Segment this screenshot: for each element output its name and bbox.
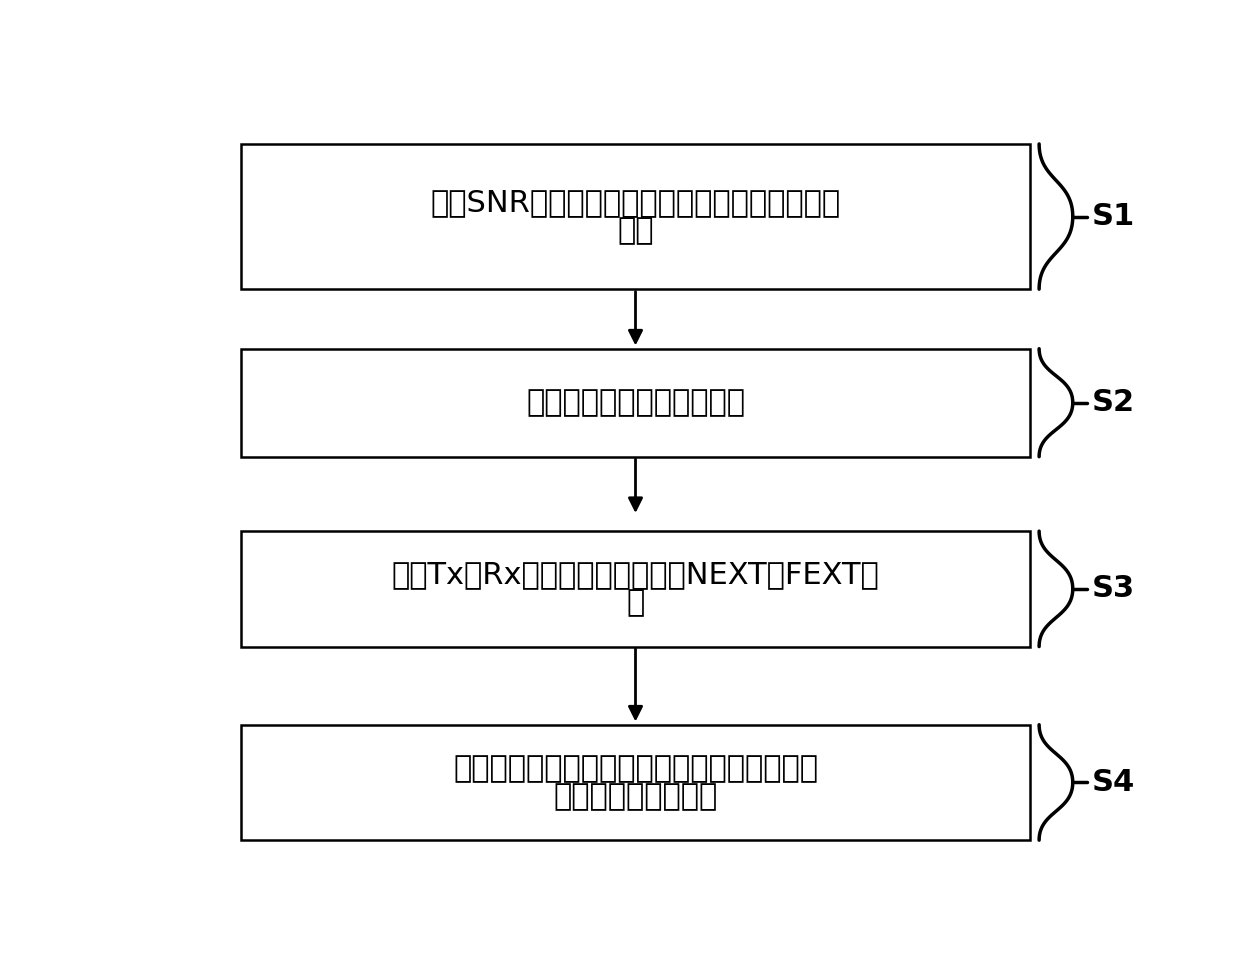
Text: 进行SNR仿真，分离出噪声所包含的串扰成分贡: 进行SNR仿真，分离出噪声所包含的串扰成分贡: [430, 188, 841, 217]
Text: 根据波形信号数值，将不满足信噪比情况的信: 根据波形信号数值，将不满足信噪比情况的信: [453, 754, 818, 783]
FancyBboxPatch shape: [242, 724, 1029, 840]
Text: S4: S4: [1092, 768, 1136, 797]
Text: 形: 形: [626, 589, 645, 618]
Text: S3: S3: [1092, 574, 1135, 603]
Text: S2: S2: [1092, 388, 1135, 417]
FancyBboxPatch shape: [242, 531, 1029, 647]
Text: 设定Tx、Rx参数，信号仿真获得NEXT、FEXT波: 设定Tx、Rx参数，信号仿真获得NEXT、FEXT波: [392, 560, 879, 589]
FancyBboxPatch shape: [242, 349, 1029, 456]
FancyBboxPatch shape: [242, 144, 1029, 289]
Text: 号线路进行重新修改: 号线路进行重新修改: [553, 782, 718, 811]
Text: 献量: 献量: [618, 217, 653, 246]
Text: 进行串扰定义，计算信噪比: 进行串扰定义，计算信噪比: [526, 388, 745, 417]
Text: S1: S1: [1092, 202, 1136, 231]
